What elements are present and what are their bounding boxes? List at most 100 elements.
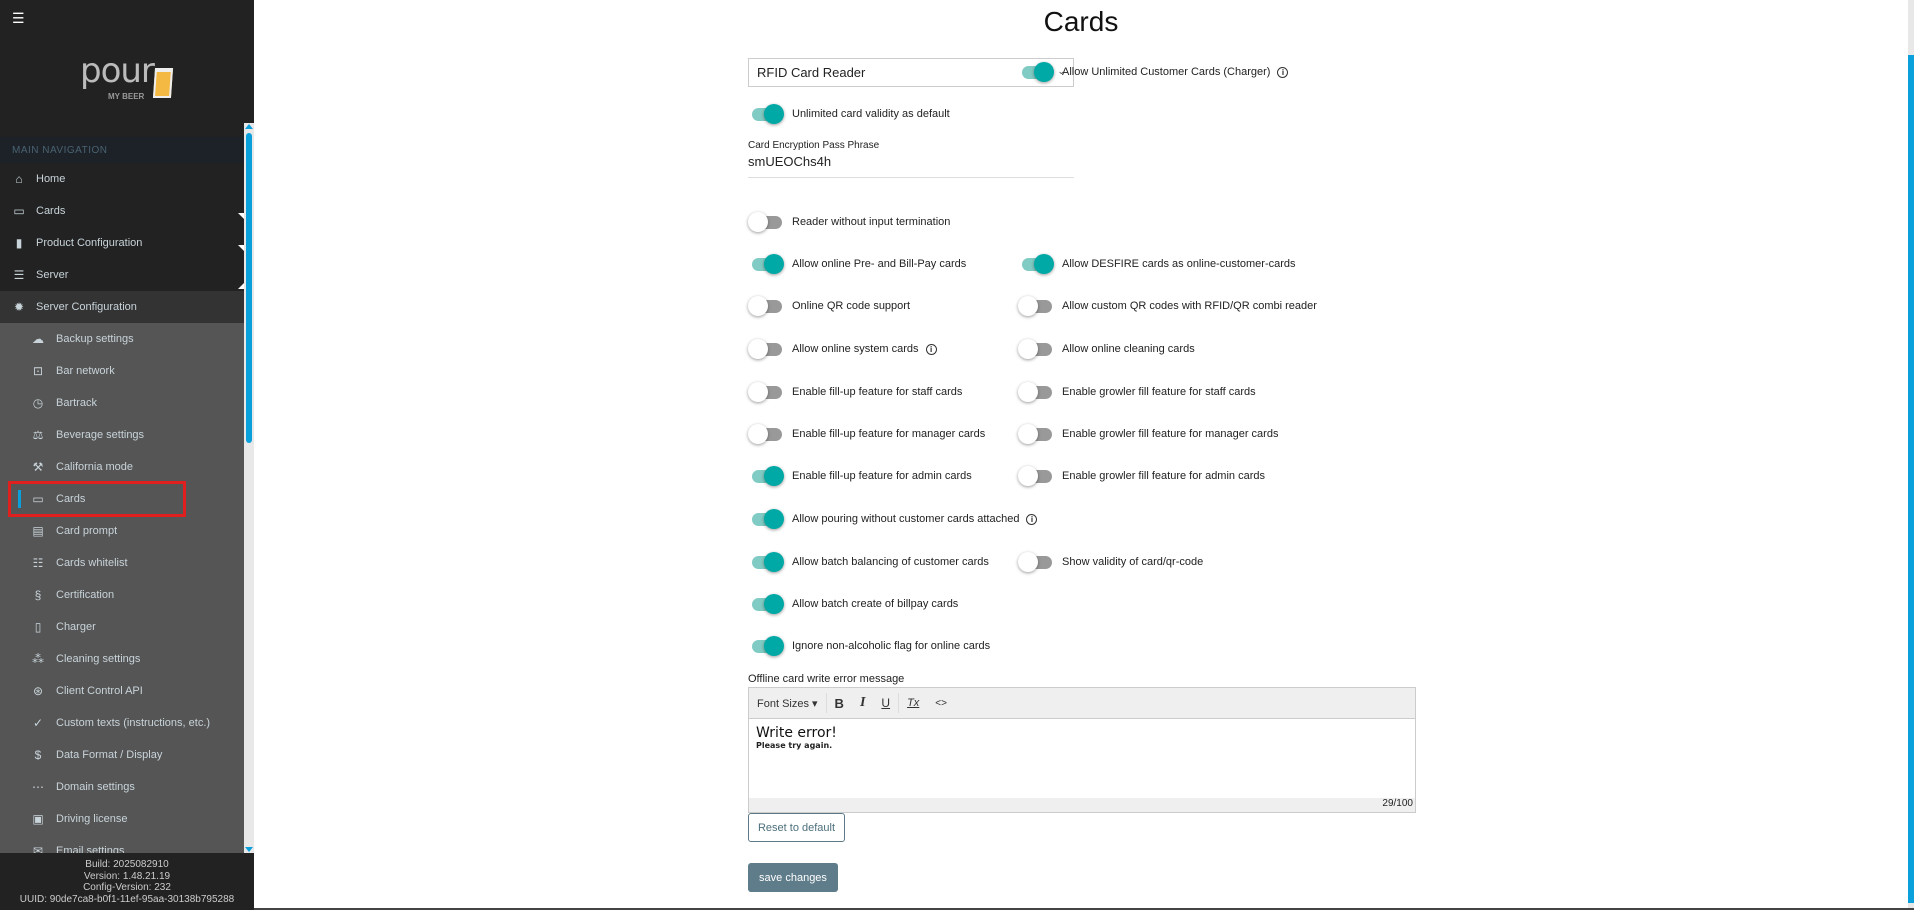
info-icon[interactable]: i: [925, 343, 937, 355]
sidebar-item-client-control-api[interactable]: ⊛ Client Control API: [0, 675, 244, 707]
toggle-row: Allow online Pre- and Bill-Pay cards: [748, 253, 966, 275]
sidebar-item-custom-texts-instructions-etc[interactable]: ✓ Custom texts (instructions, etc.): [0, 707, 244, 739]
toggle-switch[interactable]: [748, 423, 786, 445]
underline-icon[interactable]: U: [881, 696, 891, 710]
toggle-switch[interactable]: [1018, 253, 1056, 275]
sidebar-item-cards[interactable]: ▭ Cards: [0, 483, 244, 515]
scroll-down-icon[interactable]: [245, 847, 253, 852]
cast-icon: ⊡: [32, 364, 44, 378]
toggle-label: Allow batch create of billpay cards: [792, 598, 959, 610]
toggle-switch[interactable]: [748, 551, 786, 573]
main-scrollbar[interactable]: [1908, 0, 1914, 910]
sidebar-item-driving-license[interactable]: ▣ Driving license: [0, 803, 244, 835]
gavel-icon: ⚒: [32, 460, 44, 474]
pass-phrase-input[interactable]: smUEOChs4h: [748, 154, 1074, 178]
toggle-switch[interactable]: [1018, 465, 1056, 487]
sidebar-item-server[interactable]: ☰ Server: [0, 259, 244, 291]
sidebar-item-label: Domain settings: [56, 781, 135, 793]
toggle-switch[interactable]: [748, 338, 786, 360]
sidebar-item-product-configuration[interactable]: ▮ Product Configuration: [0, 227, 244, 259]
toggle-knob: [748, 212, 768, 232]
clear-format-icon[interactable]: Tx: [907, 697, 920, 709]
toggle-switch[interactable]: [1018, 551, 1056, 573]
sidebar-item-backup-settings[interactable]: ☁ Backup settings: [0, 323, 244, 355]
scroll-up-icon[interactable]: [245, 124, 253, 129]
expand-arrow-icon: [238, 283, 244, 289]
sidebar-item-cards[interactable]: ▭ Cards: [0, 195, 244, 227]
toggle-switch[interactable]: [748, 465, 786, 487]
sidebar-item-home[interactable]: ⌂ Home: [0, 163, 244, 195]
sidebar-item-bartrack[interactable]: ◷ Bartrack: [0, 387, 244, 419]
toggle-switch[interactable]: [1018, 295, 1056, 317]
sidebar-item-cleaning-settings[interactable]: ⁂ Cleaning settings: [0, 643, 244, 675]
sidebar-item-beverage-settings[interactable]: ⚖ Beverage settings: [0, 419, 244, 451]
sidebar-item-certification[interactable]: § Certification: [0, 579, 244, 611]
sidebar-item-cards-whitelist[interactable]: ☷ Cards whitelist: [0, 547, 244, 579]
sidebar-item-label: Home: [36, 173, 66, 185]
page-title: Cards: [1043, 6, 1119, 37]
api-icon: ⊛: [32, 684, 44, 698]
sidebar-item-label: Card prompt: [56, 525, 118, 537]
toggle-knob: [1018, 296, 1038, 316]
sidebar-item-california-mode[interactable]: ⚒ California mode: [0, 451, 244, 483]
sidebar-item-label: Charger: [56, 621, 96, 633]
toggle-row: Ignore non-alcoholic flag for online car…: [748, 635, 990, 657]
code-view-icon[interactable]: <>: [935, 697, 947, 709]
toggle-label: Allow custom QR codes with RFID/QR combi…: [1062, 300, 1317, 312]
toggle-label: Allow pouring without customer cards att…: [792, 513, 1020, 525]
editor-content[interactable]: Write error! Please try again.: [749, 719, 1415, 799]
sidebar-item-bar-network[interactable]: ⊡ Bar network: [0, 355, 244, 387]
sidebar-item-label: Beverage settings: [56, 429, 145, 441]
credit-card-icon: ▭: [13, 204, 25, 218]
toggle-label: Allow Unlimited Customer Cards (Charger): [1062, 66, 1271, 78]
active-indicator: [18, 490, 21, 508]
sidebar-item-label: Cards: [56, 493, 86, 505]
sidebar-item-charger[interactable]: ▯ Charger: [0, 611, 244, 643]
toggle-switch[interactable]: [748, 593, 786, 615]
logo-subtext: MY BEER: [108, 92, 145, 101]
toggle-knob: [764, 509, 784, 529]
main-scroll-thumb[interactable]: [1908, 55, 1914, 903]
info-icon[interactable]: i: [1277, 66, 1289, 78]
reset-to-default-button[interactable]: Reset to default: [748, 813, 845, 842]
toggle-label: Ignore non-alcoholic flag for online car…: [792, 640, 991, 652]
toggle-switch[interactable]: [1018, 61, 1056, 83]
toggle-switch[interactable]: [1018, 423, 1056, 445]
sidebar-item-domain-settings[interactable]: ⋯ Domain settings: [0, 771, 244, 803]
toggle-switch[interactable]: [1018, 338, 1056, 360]
toggle-label: Show validity of card/qr-code: [1062, 556, 1204, 568]
toggle-switch[interactable]: [748, 508, 786, 530]
hamburger-icon[interactable]: ☰: [12, 10, 25, 26]
reader-type-select[interactable]: RFID Card Reader ⌄: [748, 58, 1074, 87]
italic-icon[interactable]: I: [859, 695, 866, 710]
toggle-switch[interactable]: [748, 211, 786, 233]
sidebar-item-data-format-display[interactable]: $ Data Format / Display: [0, 739, 244, 771]
font-sizes-dropdown[interactable]: Font Sizes ▾: [757, 697, 818, 710]
toggle-knob: [1034, 62, 1054, 82]
toggle-switch[interactable]: [748, 381, 786, 403]
bottom-border: [254, 908, 1914, 910]
toolbar-divider: [898, 693, 900, 713]
sidebar-item-card-prompt[interactable]: ▤ Card prompt: [0, 515, 244, 547]
sidebar-scroll-thumb[interactable]: [246, 133, 252, 443]
toggle-row: Allow Unlimited Customer Cards (Charger)…: [1018, 61, 1289, 83]
toggle-switch[interactable]: [748, 295, 786, 317]
info-icon[interactable]: i: [1026, 513, 1038, 525]
bold-icon[interactable]: B: [834, 695, 844, 711]
chevron-down-icon: ⌄: [1057, 66, 1065, 76]
toggle-switch[interactable]: [748, 635, 786, 657]
config-version-text: Config-Version: 232: [83, 882, 171, 893]
sidebar-item-server-configuration[interactable]: ✹ Server Configuration: [0, 291, 244, 323]
sidebar-item-label: Backup settings: [56, 333, 134, 345]
toggle-knob: [1034, 254, 1054, 274]
save-changes-button[interactable]: save changes: [748, 863, 838, 892]
sidebar-item-label: Driving license: [56, 813, 128, 825]
dollar-icon: $: [34, 748, 42, 762]
toggle-switch[interactable]: [748, 253, 786, 275]
sidebar-scrollbar[interactable]: [244, 123, 254, 853]
section-header: MAIN NAVIGATION: [0, 137, 244, 163]
toggle-switch[interactable]: [1018, 381, 1056, 403]
toggle-switch[interactable]: [748, 103, 786, 125]
sidebar-item-email-settings[interactable]: ✉ Email settings: [0, 835, 244, 853]
sidebar-item-label: Client Control API: [56, 685, 143, 697]
